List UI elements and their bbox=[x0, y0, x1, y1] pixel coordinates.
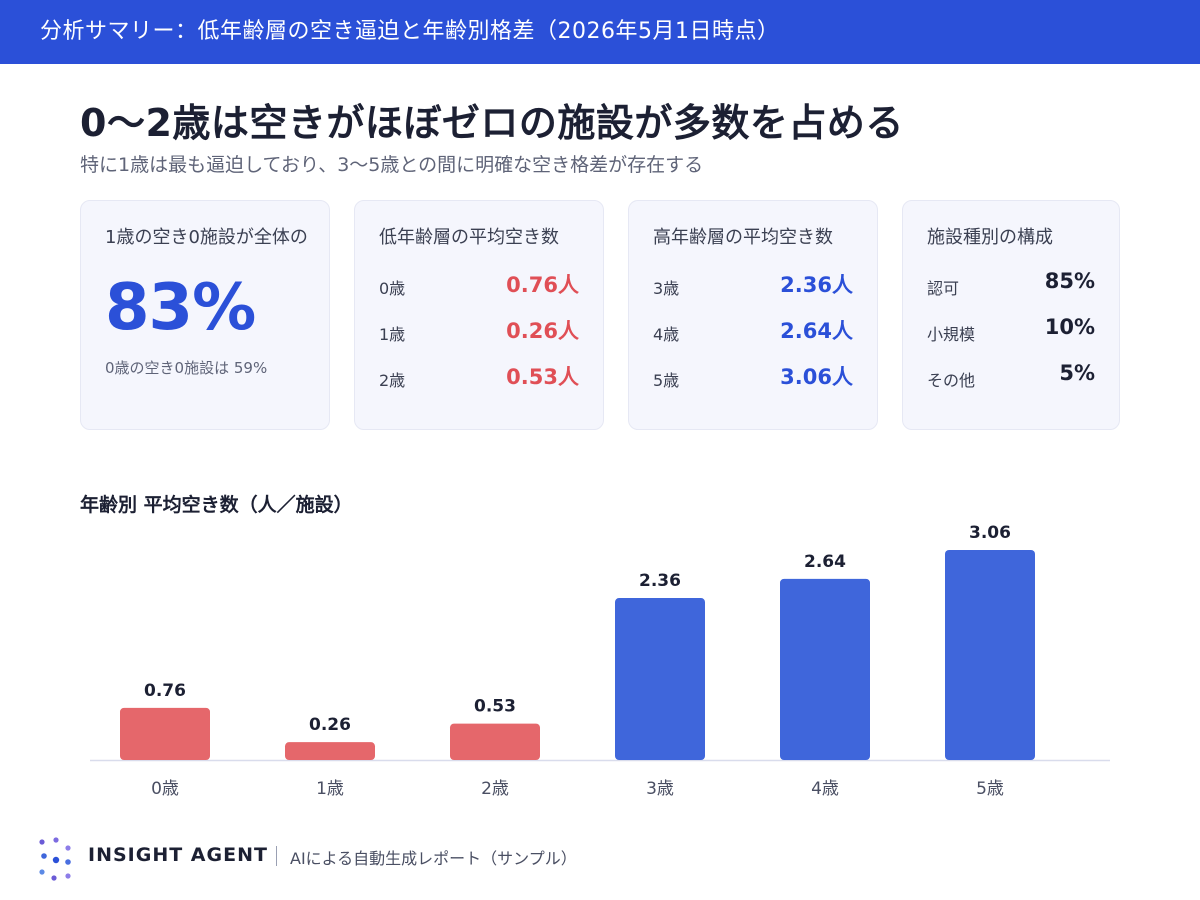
x-tick-label: 5歳 bbox=[976, 779, 1004, 799]
bar bbox=[780, 578, 870, 760]
report-header: 分析サマリー：低年齢層の空き逼迫と年齢別格差（2026年5月1日時点） bbox=[0, 0, 1200, 64]
metric-row: 4歳 2.64人 bbox=[653, 315, 853, 345]
row-label: 認可 bbox=[927, 279, 960, 298]
row-label: 5歳 bbox=[653, 371, 680, 390]
metric-row: 小規模 10% bbox=[927, 315, 1095, 345]
metric-row: 2歳 0.53人 bbox=[379, 361, 579, 391]
row-label: その他 bbox=[927, 371, 976, 390]
metric-row: 1歳 0.26人 bbox=[379, 315, 579, 345]
row-value: 85% bbox=[1044, 269, 1095, 293]
card-title: 低年齢層の平均空き数 bbox=[379, 227, 559, 248]
card-low-age: 低年齢層の平均空き数 0歳 0.76人 1歳 0.26人 2歳 0.53人 bbox=[354, 200, 604, 430]
card-zero-vacancy: 1歳の空き0施設が全体の 83% 0歳の空き0施設は 59% bbox=[80, 200, 330, 430]
row-label: 0歳 bbox=[379, 279, 406, 298]
row-label: 小規模 bbox=[927, 325, 976, 344]
footer: INSIGHT AGENT AIによる自動生成レポート（サンプル） bbox=[0, 830, 1200, 890]
chart-title: 年齢別 平均空き数（人／施設） bbox=[80, 494, 353, 516]
card-title: 高年齢層の平均空き数 bbox=[653, 227, 833, 248]
metric-row: 5歳 3.06人 bbox=[653, 361, 853, 391]
metric-row: その他 5% bbox=[927, 361, 1095, 391]
metric-row: 認可 85% bbox=[927, 269, 1095, 299]
row-label: 2歳 bbox=[379, 371, 406, 390]
row-value: 5% bbox=[1059, 361, 1095, 385]
bar bbox=[285, 742, 375, 760]
x-tick-label: 3歳 bbox=[646, 779, 674, 799]
bar-chart: 0.76 0歳 0.26 1歳 0.53 2歳 2.36 3歳 2.64 4歳 3.06 5歳 bbox=[90, 523, 1110, 799]
data-label: 0.76 bbox=[144, 681, 186, 701]
subline: 特に1歳は最も逼迫しており、3〜5歳との間に明確な空き格差が存在する bbox=[80, 154, 704, 176]
x-tick-label: 1歳 bbox=[316, 779, 344, 799]
row-value: 2.36人 bbox=[780, 273, 853, 297]
data-label: 3.06 bbox=[969, 523, 1011, 543]
card-title: 1歳の空き0施設が全体の bbox=[105, 227, 308, 248]
footer-divider bbox=[276, 846, 277, 866]
row-value: 2.64人 bbox=[780, 319, 853, 343]
card-facility-types: 施設種別の構成 認可 85% 小規模 10% その他 5% bbox=[902, 200, 1120, 430]
row-value: 0.76人 bbox=[506, 273, 579, 297]
row-value: 3.06人 bbox=[780, 365, 853, 389]
row-label: 1歳 bbox=[379, 325, 406, 344]
bars-layer: 0.76 0歳 0.26 1歳 0.53 2歳 2.36 3歳 2.64 4歳 3.06 5歳 bbox=[90, 523, 1110, 799]
x-tick-label: 0歳 bbox=[151, 779, 179, 799]
row-value: 0.53人 bbox=[506, 365, 579, 389]
row-label: 4歳 bbox=[653, 325, 680, 344]
bar bbox=[945, 550, 1035, 760]
big-value: 83% bbox=[105, 271, 256, 345]
dots-logo-icon bbox=[39, 837, 71, 881]
bar bbox=[615, 598, 705, 760]
card-title: 施設種別の構成 bbox=[927, 227, 1053, 248]
x-tick-label: 2歳 bbox=[481, 779, 509, 799]
data-label: 0.26 bbox=[309, 715, 351, 735]
bar bbox=[120, 707, 210, 760]
data-label: 2.64 bbox=[804, 552, 846, 572]
header-title: 分析サマリー：低年齢層の空き逼迫と年齢別格差（2026年5月1日時点） bbox=[40, 19, 780, 44]
data-label: 2.36 bbox=[639, 571, 681, 591]
headline: 0〜2歳は空きがほぼゼロの施設が多数を占める bbox=[80, 101, 904, 145]
card-note: 0歳の空き0施設は 59% bbox=[105, 359, 268, 377]
row-value: 0.26人 bbox=[506, 319, 579, 343]
bar bbox=[450, 723, 540, 760]
row-value: 10% bbox=[1044, 315, 1095, 339]
row-label: 3歳 bbox=[653, 279, 680, 298]
footer-note: AIによる自動生成レポート（サンプル） bbox=[290, 849, 577, 868]
metric-row: 3歳 2.36人 bbox=[653, 269, 853, 299]
metric-row: 0歳 0.76人 bbox=[379, 269, 579, 299]
card-high-age: 高年齢層の平均空き数 3歳 2.36人 4歳 2.64人 5歳 3.06人 bbox=[628, 200, 878, 430]
x-tick-label: 4歳 bbox=[811, 779, 839, 799]
brand-name: INSIGHT AGENT bbox=[88, 844, 268, 866]
data-label: 0.53 bbox=[474, 697, 516, 717]
